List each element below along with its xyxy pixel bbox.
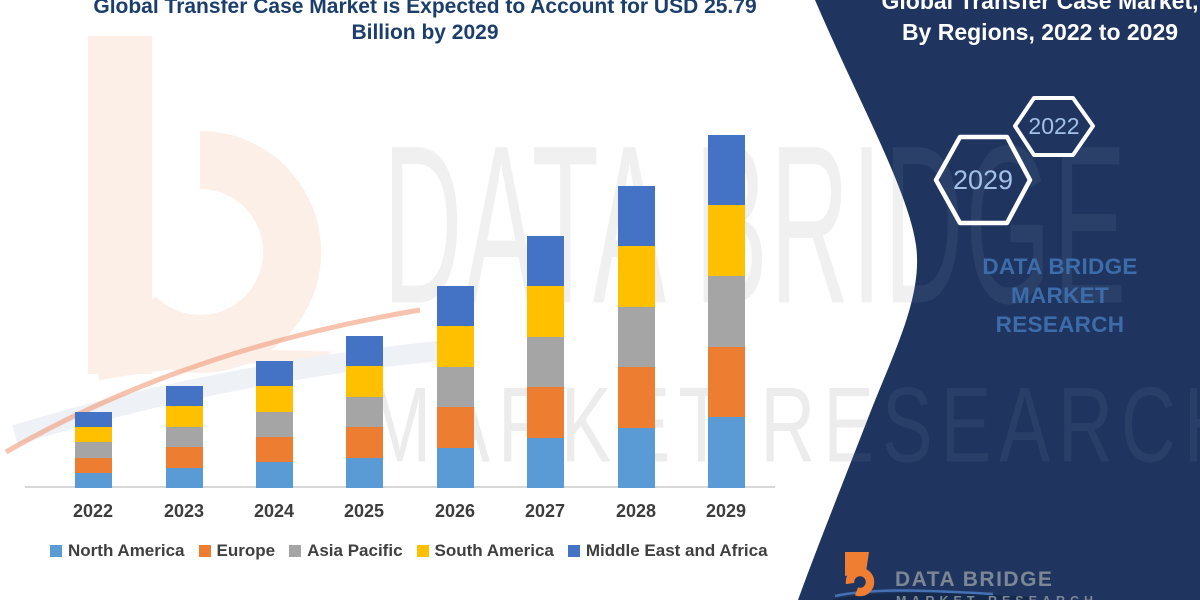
chart-title: Global Transfer Case Market is Expected … — [60, 0, 790, 46]
x-tick-2029: 2029 — [705, 501, 747, 521]
legend-item-asia-pacific: Asia Pacific — [289, 541, 403, 561]
bar-2025 — [345, 336, 383, 488]
bar-segment-2025-south-america — [345, 366, 383, 397]
bar-2027 — [526, 236, 564, 488]
legend-item-south-america: South America — [416, 541, 554, 561]
side-panel-background — [798, 0, 1200, 600]
bar-2022 — [74, 412, 112, 488]
bar-2023 — [165, 386, 203, 488]
chart-title-line2: Billion by 2029 — [351, 21, 499, 44]
bar-segment-2028-north-america — [617, 427, 655, 488]
bar-2024 — [255, 360, 293, 488]
bar-segment-2027-middle-east-and-africa — [526, 236, 564, 287]
legend-label: Middle East and Africa — [585, 541, 768, 560]
watermark-b-bowl — [114, 131, 322, 373]
bar-segment-2023-middle-east-and-africa — [165, 386, 203, 407]
bar-segment-2024-middle-east-and-africa — [255, 360, 293, 387]
legend-swatch — [198, 545, 211, 557]
bar-segment-2026-south-america — [436, 326, 474, 367]
legend-item-europe: Europe — [198, 541, 276, 561]
bar-segment-2025-north-america — [345, 457, 383, 488]
legend-swatch — [416, 545, 429, 557]
bar-segment-2022-europe — [74, 457, 112, 473]
bar-segment-2025-asia-pacific — [345, 396, 383, 428]
bar-segment-2028-asia-pacific — [617, 306, 655, 368]
bar-segment-2023-south-america — [165, 406, 203, 427]
bar-segment-2028-europe — [617, 367, 655, 428]
bar-segment-2027-north-america — [526, 437, 564, 488]
legend-label: Europe — [216, 541, 276, 560]
legend-swatch — [289, 545, 302, 557]
bar-segment-2029-middle-east-and-africa — [707, 134, 745, 206]
bar-segment-2022-south-america — [74, 427, 112, 443]
bar-segment-2023-europe — [165, 447, 203, 468]
bar-2028 — [617, 186, 655, 488]
bar-segment-2026-north-america — [436, 447, 474, 488]
bar-segment-2022-north-america — [74, 472, 112, 488]
bar-segment-2029-south-america — [707, 205, 745, 277]
bar-segment-2022-asia-pacific — [74, 442, 112, 458]
x-tick-2022: 2022 — [72, 501, 114, 521]
bar-segment-2028-south-america — [617, 246, 655, 307]
bar-segment-2027-asia-pacific — [526, 336, 564, 388]
watermark-orange-arc — [4, 307, 421, 455]
x-tick-2025: 2025 — [343, 501, 385, 521]
bar-segment-2024-north-america — [255, 462, 293, 488]
watermark-b-logo — [4, 36, 471, 455]
bar-segment-2025-europe — [345, 427, 383, 458]
bar-segment-2023-north-america — [165, 467, 203, 488]
bar-segment-2025-middle-east-and-africa — [345, 336, 383, 367]
legend-swatch — [567, 545, 580, 557]
legend-item-middle-east-and-africa: Middle East and Africa — [567, 541, 768, 561]
bar-2029 — [707, 134, 745, 488]
legend-item-north-america: North America — [50, 541, 185, 561]
bar-segment-2024-south-america — [255, 386, 293, 412]
bar-segment-2022-middle-east-and-africa — [74, 412, 112, 428]
bar-segment-2026-asia-pacific — [436, 366, 474, 408]
bar-segment-2026-middle-east-and-africa — [436, 286, 474, 327]
x-tick-2026: 2026 — [434, 501, 476, 521]
legend-label: South America — [434, 541, 554, 560]
bar-segment-2024-europe — [255, 437, 293, 463]
bar-2026 — [436, 286, 474, 488]
bar-segment-2029-north-america — [707, 417, 745, 488]
x-tick-2023: 2023 — [163, 501, 205, 521]
x-tick-2024: 2024 — [253, 501, 295, 521]
bar-segment-2029-asia-pacific — [707, 276, 745, 347]
bar-segment-2024-asia-pacific — [255, 411, 293, 438]
legend: North America Europe Asia Pacific South Ame… — [50, 541, 768, 561]
legend-label: North America — [68, 541, 185, 560]
bar-segment-2026-europe — [436, 407, 474, 448]
legend-label: Asia Pacific — [307, 541, 403, 560]
chart-title-line1: Global Transfer Case Market is Expected … — [93, 0, 757, 18]
x-tick-2028: 2028 — [615, 501, 657, 521]
bar-segment-2027-europe — [526, 387, 564, 438]
bar-segment-2023-asia-pacific — [165, 426, 203, 448]
x-axis-line — [25, 486, 775, 488]
bar-segment-2027-south-america — [526, 286, 564, 337]
bar-segment-2029-europe — [707, 346, 745, 418]
x-tick-2027: 2027 — [524, 501, 566, 521]
bar-segment-2028-middle-east-and-africa — [617, 186, 655, 247]
legend-swatch — [50, 545, 62, 557]
